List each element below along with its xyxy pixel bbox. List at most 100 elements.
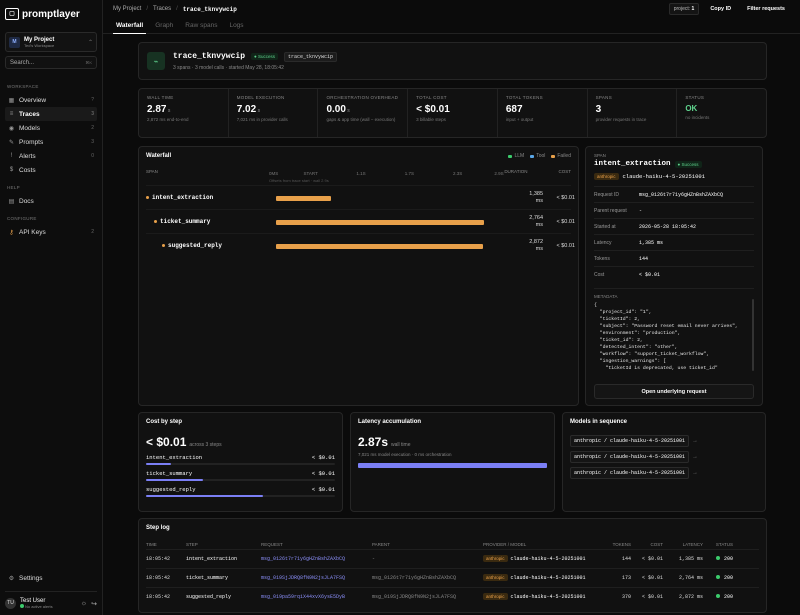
sidebar-item-models[interactable]: ◉ Models 2 <box>5 121 97 135</box>
sidebar-item-count: 3 <box>91 139 94 145</box>
stat-sub: 2,872 ms end-to-end <box>147 117 189 122</box>
metadata-json[interactable]: { "project_id": "1", "ticketId": 2, "sub… <box>594 299 754 377</box>
sidebar-item-traces[interactable]: ≡ Traces 3 <box>5 107 97 121</box>
stat-value: OK <box>685 104 698 113</box>
cell-cost: < $0.01 <box>641 575 663 581</box>
span-field-key: Request ID <box>594 191 620 198</box>
sun-icon[interactable]: ☼ <box>80 600 88 607</box>
sidebar-item-prompts[interactable]: ✎ Prompts 3 <box>5 135 97 149</box>
breadcrumb-separator: / <box>176 6 178 12</box>
axis-tick: 1.7S <box>404 171 414 176</box>
logo[interactable]: ▢ promptlayer <box>5 6 97 22</box>
stat-unit: s <box>256 108 261 114</box>
cost-step-name: ticket_summary <box>146 470 193 477</box>
tab-waterfall[interactable]: Waterfall <box>112 18 147 34</box>
tab-logs[interactable]: Logs <box>229 22 244 29</box>
span-field-key: Tokens <box>594 255 610 262</box>
sidebar-item-settings[interactable]: ⚙ Settings <box>5 571 97 585</box>
copy-id-button[interactable]: Copy ID <box>710 6 732 12</box>
cell-parent: - <box>372 556 376 562</box>
span-cost: < $0.01 <box>556 242 575 249</box>
trace-title: trace_tknvywcip <box>173 52 246 61</box>
logout-icon[interactable]: ↪ <box>91 600 97 608</box>
waterfall-row[interactable]: suggested_reply 2,872 ms < $0.01 <box>146 233 575 257</box>
stat-sub: 7,021 ms in provider calls <box>236 117 288 122</box>
user-menu[interactable]: TU Test User No active alerts ☼ ↪ <box>5 591 97 609</box>
model-chip[interactable]: anthropic / claude-haiku-4-5-20251001 <box>570 467 690 479</box>
cost-by-step-card: Cost by step < $0.01 across 3 steps inten… <box>138 412 343 512</box>
main-content: My Project / Traces / trace_tknvywcip pr… <box>103 0 800 615</box>
span-field-value: - <box>639 207 643 214</box>
filter-requests-button[interactable]: Filter requests <box>747 6 785 12</box>
cost-step-name: suggested_reply <box>146 486 196 493</box>
trace-tag: trace_tknvywcip <box>284 51 338 62</box>
breadcrumb-separator: / <box>146 6 149 12</box>
span-field-value: 1,385 ms <box>639 239 664 246</box>
cell-provider-model: anthropic claude-haiku-4-5-20251001 <box>483 593 601 600</box>
search-label: Search... <box>10 59 35 66</box>
waterfall-panel: Waterfall LLM Tool Failed SPAN DURATION … <box>138 146 579 406</box>
sidebar-item-label: Prompts <box>19 138 44 146</box>
cell-time: 18:05:42 <box>146 594 171 600</box>
search-input[interactable]: Search... ⌘K <box>5 56 97 69</box>
app-name: promptlayer <box>22 8 80 20</box>
project-avatar: M <box>9 36 20 48</box>
sidebar-item-alerts[interactable]: ! Alerts 0 <box>5 149 97 163</box>
provider-badge: anthropic <box>594 173 619 180</box>
sidebar-item-label: Costs <box>19 166 36 174</box>
span-name: ticket_summary <box>154 218 210 225</box>
stat-value: 7.02 s <box>236 104 261 115</box>
span-track <box>276 186 506 209</box>
cell-status: 200 <box>703 575 733 581</box>
span-field-value: 2026-05-28 18:05:42 <box>639 223 697 230</box>
cost-step-row: ticket_summary < $0.01 <box>146 470 335 477</box>
cost-step-value: < $0.01 <box>311 486 335 493</box>
span-field-key: Started at <box>594 223 616 230</box>
span-bar[interactable] <box>276 244 483 249</box>
table-row[interactable]: 18:05:42 intent_extraction msg_0126t7r71y6… <box>146 549 759 568</box>
project-switcher[interactable]: M My Project Ted's Workspace ⌃ <box>5 32 97 52</box>
model-chip[interactable]: anthropic / claude-haiku-4-5-20251001 <box>570 451 690 463</box>
cell-request[interactable]: msg_019pa59rqiX44xvX6ysE5DyB <box>261 594 346 600</box>
bell-icon: ! <box>10 153 13 159</box>
stat-card: TOTAL COST < $0.01 3 billable steps <box>408 89 498 137</box>
project-filter[interactable]: project: 1 <box>668 3 700 15</box>
span-bar[interactable] <box>276 220 485 225</box>
cell-tokens: 144 <box>621 556 631 562</box>
open-request-button[interactable]: Open underlying request <box>594 384 754 399</box>
book-icon: ▤ <box>8 198 15 205</box>
sidebar-item-overview[interactable]: ▦ Overview? <box>5 93 97 107</box>
stat-sub: input + output <box>505 117 534 122</box>
span-field: Started at 2026-05-28 18:05:42 <box>594 218 754 234</box>
models-sequence-card: Models in sequence anthropic / claude-ha… <box>562 412 766 512</box>
status-code: 200 <box>720 556 733 562</box>
cost-step-value: < $0.01 <box>311 470 335 477</box>
cell-request[interactable]: msg_019SjJDRQ8fN9N2jsJLA7FSQ <box>261 575 346 581</box>
waterfall-row[interactable]: intent_extraction 1,385 ms < $0.01 <box>146 185 575 209</box>
breadcrumb-project[interactable]: My Project <box>113 6 142 12</box>
col-header: COST <box>650 541 663 547</box>
model-chip[interactable]: anthropic / claude-haiku-4-5-20251001 <box>570 435 690 447</box>
sidebar-item-docs[interactable]: ▤ Docs <box>5 194 97 208</box>
breadcrumb-traces[interactable]: Traces <box>153 6 172 12</box>
search-shortcut: ⌘K <box>85 60 92 65</box>
tab-graph[interactable]: Graph <box>155 22 174 29</box>
model-name: claude-haiku-4-5-20251001 <box>507 575 586 581</box>
sidebar-item-api-keys[interactable]: ⚷ API Keys 2 <box>5 225 97 239</box>
sidebar-item-costs[interactable]: $ Costs <box>5 163 97 177</box>
span-field-key: Latency <box>594 239 612 246</box>
scrollbar[interactable] <box>752 299 754 371</box>
cell-request[interactable]: msg_0126t7r71y6gHZnBshZAXbCQ <box>261 556 346 562</box>
span-bar[interactable] <box>276 196 332 201</box>
dollar-icon: $ <box>9 167 14 173</box>
tab-raw-spans[interactable]: Raw spans <box>185 22 218 29</box>
col-cost: COST <box>558 169 571 174</box>
cell-tokens: 173 <box>621 575 631 581</box>
stat-value: 0.00 s <box>326 104 350 115</box>
model-name: claude-haiku-4-5-20251001 <box>622 173 706 180</box>
table-row[interactable]: 18:05:42 ticket_summary msg_019SjJDRQ8fN9N… <box>146 568 759 587</box>
status-dot-icon <box>715 575 720 579</box>
cost-total-sub: across 3 steps <box>189 442 222 448</box>
waterfall-row[interactable]: ticket_summary 2,764 ms < $0.01 <box>146 209 575 233</box>
table-row[interactable]: 18:05:42 suggested_reply msg_019pa59rqiX44… <box>146 587 759 606</box>
